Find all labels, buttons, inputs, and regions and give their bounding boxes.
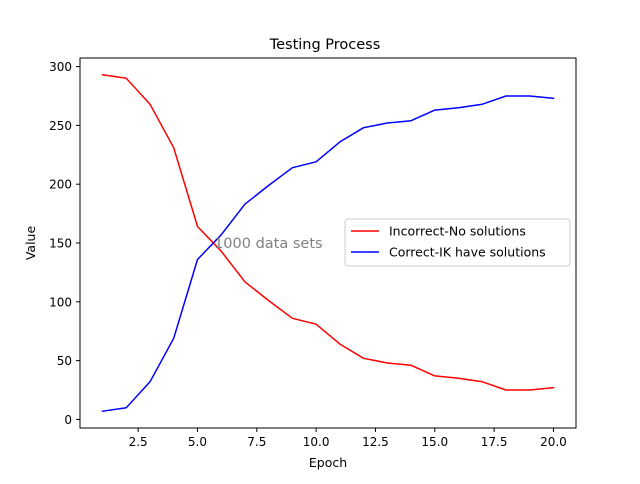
y-axis-label: Value bbox=[23, 226, 38, 261]
legend: Incorrect-No solutions Correct-IK have so… bbox=[345, 219, 570, 266]
y-tick-label: 200 bbox=[49, 178, 72, 192]
x-tick-label: 15.0 bbox=[421, 435, 448, 449]
y-tick-label: 0 bbox=[64, 413, 72, 427]
x-tick-label: 20.0 bbox=[540, 435, 567, 449]
y-tick-label: 300 bbox=[49, 60, 72, 74]
x-tick-label: 7.5 bbox=[247, 435, 266, 449]
annotation-text: 1000 data sets bbox=[214, 236, 323, 252]
x-tick-label: 12.5 bbox=[362, 435, 389, 449]
x-tick-label: 17.5 bbox=[481, 435, 508, 449]
y-tick-label: 250 bbox=[49, 119, 72, 133]
y-tick-label: 150 bbox=[49, 237, 72, 251]
x-tick-label: 5.0 bbox=[188, 435, 207, 449]
y-tick-label: 100 bbox=[49, 295, 72, 309]
x-axis-label: Epoch bbox=[309, 455, 347, 470]
legend-label: Incorrect-No solutions bbox=[389, 224, 526, 239]
legend-label: Correct-IK have solutions bbox=[389, 245, 546, 260]
chart-title: Testing Process bbox=[269, 37, 381, 53]
x-tick-label: 2.5 bbox=[129, 435, 148, 449]
y-tick-label: 50 bbox=[57, 354, 72, 368]
x-tick-label: 10.0 bbox=[303, 435, 330, 449]
